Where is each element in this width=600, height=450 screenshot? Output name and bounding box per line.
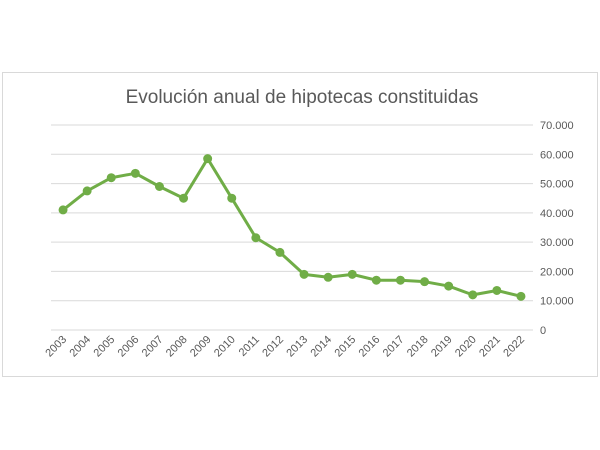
data-point — [347, 269, 357, 279]
x-tick-label: 2014 — [308, 334, 334, 360]
data-point — [251, 233, 261, 243]
x-tick-label: 2022 — [501, 334, 527, 360]
y-tick-label: 50.000 — [540, 179, 574, 191]
x-tick-label: 2018 — [405, 334, 431, 360]
chart-container: Evolución anual de hipotecas constituida… — [2, 72, 598, 377]
data-point — [106, 173, 116, 183]
x-tick-label: 2011 — [237, 334, 262, 359]
x-tick-label: 2017 — [381, 334, 407, 360]
x-tick-label: 2020 — [453, 334, 479, 360]
data-point — [82, 186, 92, 196]
x-tick-label: 2007 — [140, 334, 166, 360]
data-point — [58, 205, 68, 215]
data-point — [154, 182, 164, 191]
x-tick-label: 2010 — [212, 334, 238, 360]
x-tick-label: 2019 — [429, 334, 455, 360]
x-tick-label: 2008 — [164, 334, 190, 360]
x-tick-label: 2005 — [92, 334, 118, 360]
data-point — [227, 193, 237, 203]
x-tick-label: 2012 — [260, 334, 286, 360]
series-layer — [58, 154, 526, 301]
y-axis-ticks: 0 10.000 20.000 30.000 40.000 50.000 60.000 70.… — [540, 120, 574, 337]
series-line — [61, 157, 523, 298]
data-point — [323, 272, 333, 282]
data-point — [371, 275, 381, 285]
x-tick-label: 2009 — [188, 334, 214, 360]
y-tick-label: 60.000 — [540, 149, 574, 161]
gridlines — [51, 124, 533, 331]
data-point — [516, 291, 526, 301]
data-point — [492, 285, 502, 295]
x-tick-label: 2021 — [477, 334, 503, 360]
data-point — [203, 154, 213, 164]
x-tick-label: 2003 — [43, 334, 69, 360]
data-point — [275, 247, 285, 257]
y-tick-label: 20.000 — [540, 266, 574, 278]
data-point — [420, 277, 430, 287]
x-tick-label: 2015 — [333, 334, 359, 360]
data-point — [299, 269, 309, 279]
x-tick-label: 2016 — [357, 334, 383, 360]
data-point — [468, 290, 478, 300]
y-tick-label: 10.000 — [540, 296, 574, 308]
x-tick-label: 2013 — [284, 334, 310, 360]
x-tick-label: 2004 — [67, 334, 93, 360]
line-chart: Evolución anual de hipotecas constituida… — [43, 87, 574, 360]
chart-title: Evolución anual de hipotecas constituida… — [126, 87, 479, 108]
y-tick-label: 40.000 — [540, 208, 574, 220]
data-point — [395, 275, 405, 285]
data-point — [179, 193, 189, 203]
y-tick-label: 30.000 — [540, 237, 574, 249]
y-tick-label: 0 — [540, 325, 546, 337]
x-tick-label: 2006 — [116, 334, 142, 360]
data-point — [130, 168, 140, 178]
x-axis-ticks: 2003200420052006200720082009201020112012… — [43, 334, 527, 360]
y-tick-label: 70.000 — [540, 120, 574, 132]
data-point — [444, 281, 454, 291]
